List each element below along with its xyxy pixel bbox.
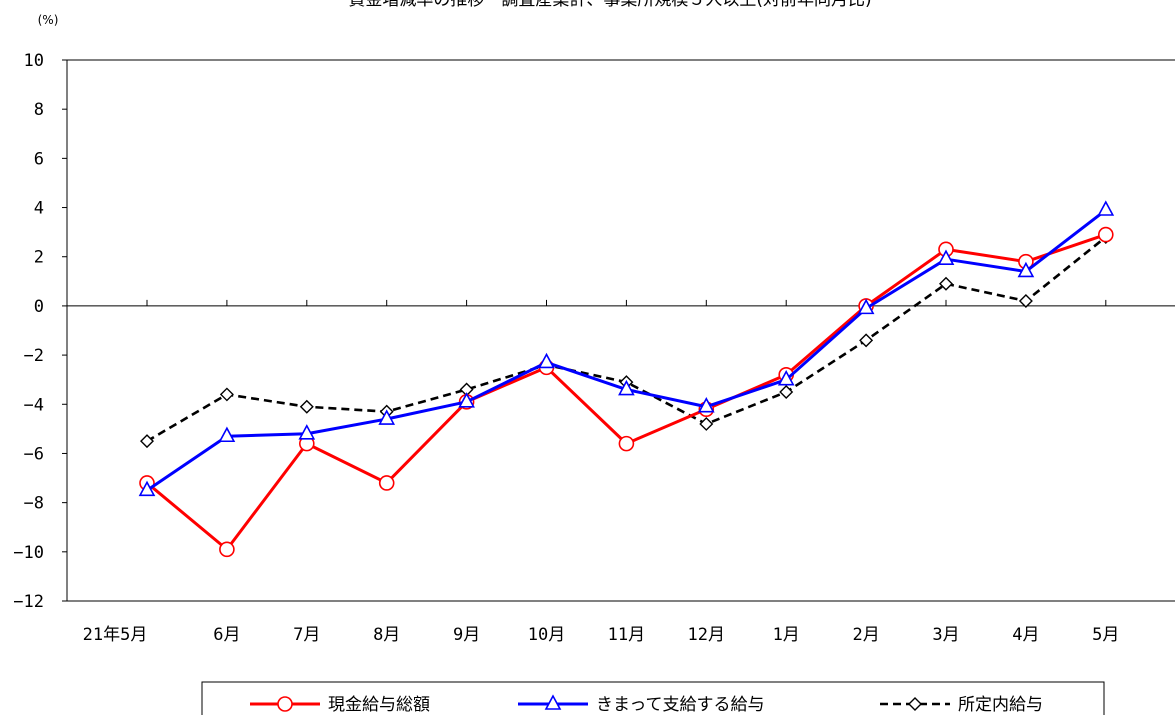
x-tick-label: 1月 xyxy=(773,625,800,645)
data-point xyxy=(299,399,314,414)
data-point xyxy=(538,352,555,369)
data-point xyxy=(937,249,955,265)
data-point xyxy=(777,369,795,386)
legend-swatch-marker xyxy=(544,694,562,710)
data-point xyxy=(697,397,715,413)
legend-box xyxy=(201,681,1105,715)
legend-item: きまって支給する給与 xyxy=(518,694,764,715)
data-point xyxy=(218,426,236,443)
x-tick-label: 8月 xyxy=(373,625,400,645)
y-tick-label: −12 xyxy=(13,592,44,612)
y-tick-label: −2 xyxy=(24,346,44,366)
x-tick-label: 7月 xyxy=(293,625,320,645)
series-2 xyxy=(138,200,1115,497)
data-point xyxy=(378,475,395,491)
x-tick-label: 5月 xyxy=(1092,625,1119,645)
data-point xyxy=(219,387,234,402)
y-tick-label: 4 xyxy=(34,199,44,219)
x-tick-label: 9月 xyxy=(453,625,480,645)
series-layer xyxy=(138,200,1115,558)
data-point xyxy=(939,276,953,291)
series-line xyxy=(146,236,1107,443)
data-point xyxy=(140,434,154,449)
x-tick-label: 11月 xyxy=(608,625,645,645)
data-point xyxy=(618,435,635,452)
y-tick-label: 8 xyxy=(34,100,44,120)
legend-label: 現金給与総額 xyxy=(328,695,430,715)
x-tick-label: 4月 xyxy=(1012,625,1039,645)
data-point xyxy=(298,424,316,440)
x-tick-label: 3月 xyxy=(932,625,959,645)
legend-item: 所定内給与 xyxy=(880,695,1043,715)
legend-label: 所定内給与 xyxy=(958,695,1043,715)
x-tick-label: 12月 xyxy=(688,625,725,645)
data-point xyxy=(1017,261,1035,278)
data-point xyxy=(219,541,235,558)
y-tick-label: 6 xyxy=(34,149,44,169)
data-point xyxy=(378,409,396,425)
x-tick-label: 10月 xyxy=(528,625,565,645)
x-tick-label: 6月 xyxy=(213,625,240,645)
y-tick-label: −8 xyxy=(24,494,44,514)
legend-label: きまって支給する給与 xyxy=(596,695,764,715)
y-tick-label: −6 xyxy=(24,444,44,464)
y-axis-tick-labels: 10 8 6 4 2 0 −2 −4 −6 −8 −10 −12 xyxy=(13,51,44,612)
data-point xyxy=(859,333,874,348)
x-tick-label: 21年5月 xyxy=(83,625,148,645)
legend-swatch-marker xyxy=(908,697,922,711)
data-point xyxy=(1018,294,1033,308)
legend: 現金給与総額 きまって支給する給与 所定内給与 xyxy=(201,681,1105,715)
data-point xyxy=(458,392,475,408)
chart-title: 賃金増減率の推移 調査産業計、事業所規模５人以上(対前年同月比) xyxy=(348,0,871,10)
y-tick-label: −4 xyxy=(24,395,44,415)
y-axis-unit-label: (%) xyxy=(38,13,59,27)
data-point xyxy=(779,384,794,399)
y-tick-label: 2 xyxy=(34,248,44,268)
data-point xyxy=(857,298,875,315)
legend-swatch-marker xyxy=(277,696,293,712)
x-axis-tick-labels: 21年5月 6月 7月 8月 9月 10月 11月 12月 1月 2月 3月 4月 5月 xyxy=(83,625,1120,645)
data-point xyxy=(138,480,156,497)
x-tick-label: 2月 xyxy=(852,625,879,645)
axes xyxy=(62,59,1175,602)
data-point xyxy=(699,416,714,431)
data-point xyxy=(1097,200,1115,216)
y-tick-label: 10 xyxy=(24,51,44,71)
legend-item: 現金給与総額 xyxy=(250,695,430,715)
data-point xyxy=(1098,226,1114,243)
data-point xyxy=(618,379,635,396)
y-tick-label: 0 xyxy=(34,297,44,317)
y-tick-label: −10 xyxy=(13,543,44,563)
